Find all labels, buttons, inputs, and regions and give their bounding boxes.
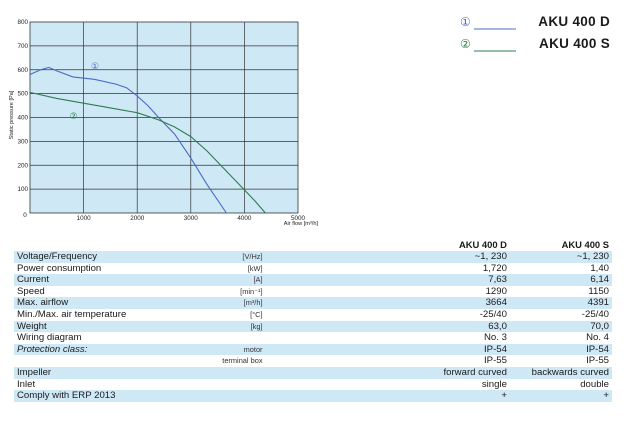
spec-value-d: 1290: [485, 285, 507, 297]
x-tick-label: 5000: [291, 215, 306, 222]
y-tick-label: 400: [17, 115, 28, 122]
spec-value-s: 1,40: [590, 262, 609, 274]
spec-unit: [kg]: [175, 320, 266, 333]
spec-label: Weight: [14, 320, 176, 333]
spec-row: Power consumption [kW] 1,720 1,40: [14, 263, 612, 275]
spec-row: Weight [kg] 63,0 70,0: [14, 320, 612, 333]
origin-tick-label: 0: [23, 212, 27, 219]
spec-value-s: IP-54: [509, 343, 612, 356]
series-line-aku-400-s: [29, 91, 266, 214]
spec-value-d: +: [265, 390, 510, 402]
spec-value-s: 70,0: [509, 320, 612, 333]
spec-row: Wiring diagram No. 3 No. 4: [14, 332, 612, 344]
spec-value-d: 63,0: [265, 320, 510, 333]
spec-value-s: -25/40: [581, 308, 609, 320]
spec-label: Inlet: [17, 378, 36, 390]
spec-value-s: 1150: [588, 285, 609, 297]
legend-label-d: AKU 400 D: [538, 14, 610, 29]
legend-entry-aku-400-d: ① AKU 400 D: [460, 14, 620, 34]
x-tick-label: 2000: [130, 215, 145, 222]
spec-value-s: double: [580, 378, 609, 390]
spec-value-d: single: [481, 378, 507, 390]
spec-value-d: IP-54: [265, 343, 510, 356]
spec-value-d: 1,720: [482, 262, 507, 274]
spec-table-header: AKU 400 D AKU 400 S: [14, 238, 612, 251]
fan-curve-chart: 1000 2000 3000 4000 5000 100 200 300 400 500 600 70…: [9, 19, 319, 227]
x-axis-label: Air flow [m³/h]: [284, 221, 319, 227]
header-aku-400-d: AKU 400 D: [459, 238, 507, 250]
series-marker-aku-400-s: ②: [70, 112, 78, 122]
spec-value-s: 4391: [509, 297, 612, 309]
spec-label: Impeller: [14, 366, 176, 379]
spec-value-s: +: [509, 390, 612, 402]
spec-label: Wiring diagram: [17, 332, 82, 344]
spec-unit: [min⁻¹]: [240, 286, 263, 296]
spec-value-s: ~1, 230: [509, 251, 612, 263]
y-tick-label: 100: [17, 186, 28, 193]
spec-unit: [175, 366, 266, 379]
spec-value-d: forward curved: [265, 366, 510, 379]
spec-value-d: IP-55: [484, 355, 507, 367]
spec-row: Min./Max. air temperature [°C] -25/40 -25/4…: [14, 309, 612, 321]
spec-row: terminal box IP-55 IP-55: [14, 355, 612, 367]
legend-marker-s: ②: [460, 37, 471, 51]
spec-value-s: No. 4: [586, 332, 609, 344]
spec-label: [14, 355, 175, 367]
chart-series: ①②: [29, 62, 266, 214]
spec-value-d: 7,63: [265, 274, 510, 286]
y-axis-label: Static pressure [Pa]: [9, 90, 15, 139]
spec-row: Inlet single double: [14, 379, 612, 391]
spec-row: Protection class: motor IP-54 IP-54: [14, 343, 612, 356]
spec-row: Speed [min⁻¹] 1290 1150: [14, 286, 612, 298]
spec-unit: [175, 332, 265, 344]
spec-unit: [V/Hz]: [175, 251, 266, 263]
y-tick-label: 700: [17, 43, 28, 50]
spec-value-d: 3664: [265, 297, 510, 309]
spec-unit: [kW]: [247, 263, 263, 273]
spec-unit: motor: [175, 343, 266, 356]
y-tick-label: 300: [17, 138, 28, 145]
legend-entry-aku-400-s: ② AKU 400 S: [460, 36, 620, 56]
spec-unit: [°C]: [250, 309, 263, 319]
chart-tick-labels: 1000 2000 3000 4000 5000 100 200 300 400 500 600 70…: [17, 19, 305, 222]
x-tick-label: 4000: [237, 215, 252, 222]
header-aku-400-s: AKU 400 S: [561, 238, 609, 250]
spec-row: Comply with ERP 2013 + +: [14, 390, 612, 402]
spec-value-d: -25/40: [479, 308, 507, 320]
spec-value-s: 6,14: [509, 274, 612, 286]
x-tick-label: 1000: [77, 215, 92, 222]
spec-row: Current [A] 7,63 6,14: [14, 274, 612, 286]
spec-label: Speed: [17, 285, 45, 297]
spec-unit: [175, 379, 265, 391]
spec-unit: [175, 390, 266, 402]
spec-label: Power consumption: [17, 262, 102, 274]
spec-table: AKU 400 D AKU 400 S Voltage/Frequency [V/…: [14, 238, 612, 402]
spec-value-s: backwards curved: [509, 366, 612, 379]
spec-unit: terminal box: [222, 356, 263, 366]
spec-unit: [A]: [175, 274, 266, 286]
spec-unit: [m³/h]: [175, 297, 266, 309]
spec-value-d: ~1, 230: [265, 251, 510, 263]
spec-label: Min./Max. air temperature: [17, 308, 127, 320]
spec-row: Impeller forward curved backwards curved: [14, 366, 612, 379]
spec-label: Max. airflow: [14, 297, 176, 309]
spec-label: Protection class:: [14, 343, 176, 356]
legend-label-s: AKU 400 S: [539, 36, 610, 51]
y-tick-label: 500: [17, 91, 28, 98]
spec-label: Voltage/Frequency: [14, 251, 176, 263]
y-tick-label: 800: [17, 19, 28, 26]
x-tick-label: 3000: [184, 215, 199, 222]
series-marker-aku-400-d: ①: [91, 62, 99, 72]
spec-row: Voltage/Frequency [V/Hz] ~1, 230 ~1, 230: [14, 251, 612, 263]
y-tick-label: 200: [17, 162, 28, 169]
legend-marker-d: ①: [460, 15, 471, 29]
spec-label: Comply with ERP 2013: [14, 390, 176, 402]
spec-value-s: IP-55: [586, 355, 609, 367]
spec-row: Max. airflow [m³/h] 3664 4391: [14, 297, 612, 309]
spec-label: Current: [14, 274, 176, 286]
series-line-aku-400-d: [29, 66, 227, 214]
y-tick-label: 600: [17, 67, 28, 74]
chart-grid: [30, 22, 298, 213]
spec-value-d: No. 3: [484, 332, 507, 344]
